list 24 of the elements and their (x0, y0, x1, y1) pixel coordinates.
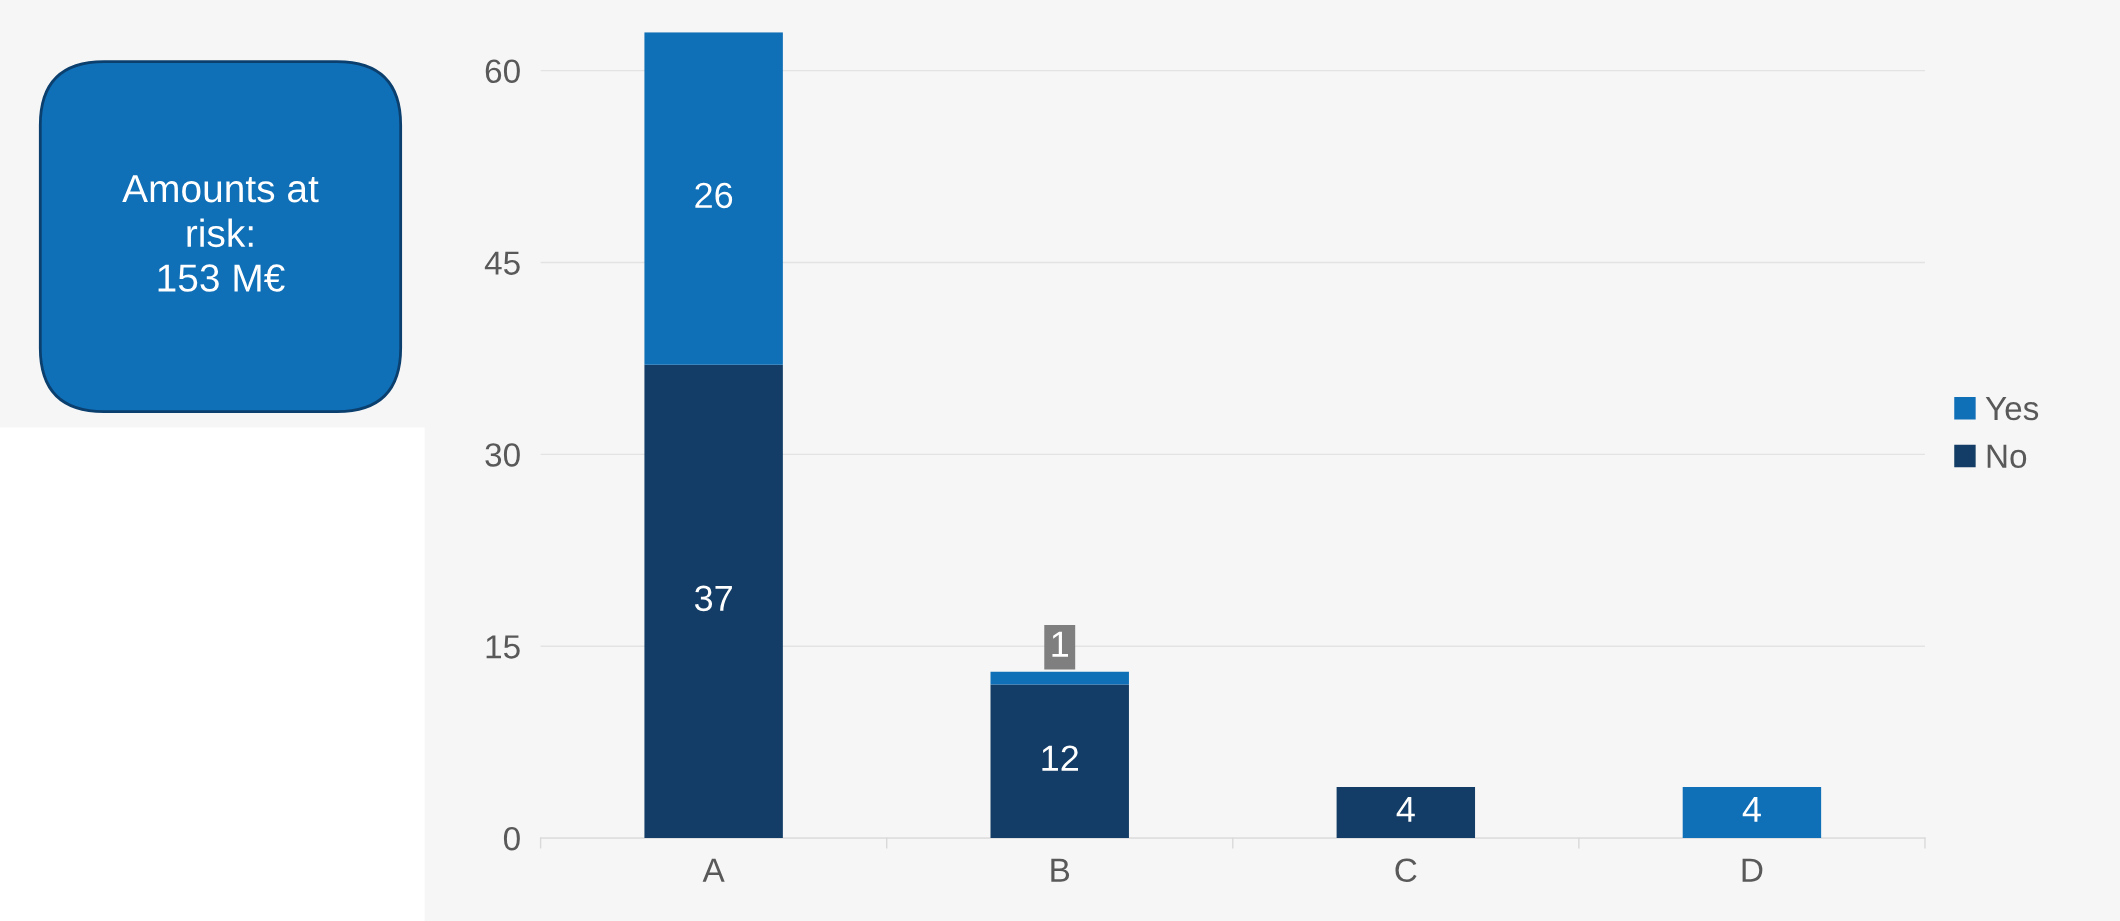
data-label: 1 (1052, 631, 1069, 657)
data-label: 4 (1742, 797, 1761, 822)
bar (990, 671, 1129, 685)
x-tick-label: B (1051, 858, 1070, 882)
x-tick-label: C (1395, 858, 1417, 883)
legend-label: Yes (1985, 396, 2039, 421)
bar (644, 364, 783, 839)
y-tick-label: 45 (484, 251, 520, 275)
text: Amounts at risk: 153 M€ (122, 175, 319, 292)
y-tick-label: 0 (503, 826, 520, 851)
data-label: 37 (694, 585, 732, 612)
bar (1682, 786, 1822, 839)
legend-label: No (1987, 444, 2027, 468)
x-tick-label: D (1742, 858, 1763, 882)
data-label: 26 (695, 182, 733, 209)
y-tick-label: 15 (486, 635, 520, 659)
bar (1336, 786, 1476, 839)
x-tick-label: A (702, 858, 725, 882)
y-tick-label: 60 (485, 59, 520, 84)
y-tick-label: 30 (485, 443, 520, 467)
bar (644, 32, 783, 365)
bar (990, 684, 1129, 839)
data-label: 4 (1396, 797, 1415, 822)
data-label: 12 (1042, 745, 1079, 771)
